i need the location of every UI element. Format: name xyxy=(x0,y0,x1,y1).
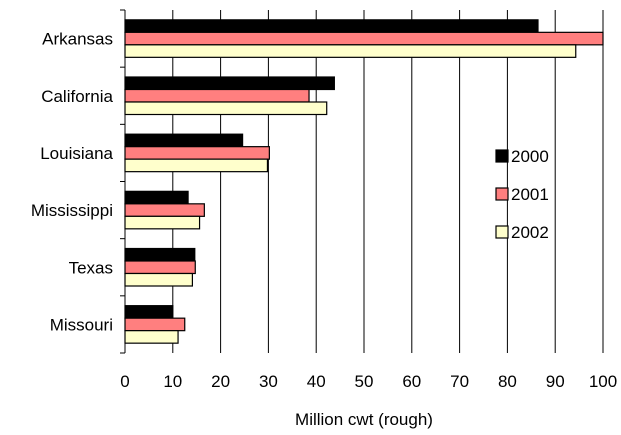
bar xyxy=(124,101,328,116)
legend-swatch xyxy=(495,187,509,201)
bar xyxy=(124,317,186,332)
bar xyxy=(124,203,205,217)
category-label: Louisiana xyxy=(40,144,113,163)
legend-swatch xyxy=(495,149,509,163)
bar xyxy=(124,31,604,46)
legend-label: 2002 xyxy=(511,223,549,242)
x-tick-label: 10 xyxy=(163,372,182,391)
x-tick-label: 70 xyxy=(450,372,469,391)
bar xyxy=(124,158,269,173)
bar xyxy=(124,44,577,58)
category-label: Mississippi xyxy=(31,201,113,220)
x-tick-labels: 0 10 20 30 40 50 60 70 80 90 100 xyxy=(120,372,617,391)
bar xyxy=(124,305,174,319)
x-tick-label: 60 xyxy=(402,372,421,391)
x-tick-label: 50 xyxy=(355,372,374,391)
bar xyxy=(124,133,244,148)
x-tick-label: 20 xyxy=(211,372,230,391)
x-tick-label: 30 xyxy=(259,372,278,391)
bar xyxy=(124,272,193,287)
bar xyxy=(124,247,196,262)
x-axis-title: Million cwt (rough) xyxy=(295,410,433,429)
x-tick-label: 90 xyxy=(546,372,565,391)
legend: 2000 2001 2002 xyxy=(495,147,549,242)
legend-swatch xyxy=(495,225,509,239)
bar xyxy=(124,330,179,344)
bar xyxy=(124,190,189,205)
bars xyxy=(124,19,604,344)
bar xyxy=(124,260,196,275)
x-tick-label: 100 xyxy=(589,372,617,391)
category-labels: Arkansas California Louisiana Mississippi Te… xyxy=(31,30,114,335)
x-tick-label: 40 xyxy=(307,372,326,391)
legend-label: 2001 xyxy=(511,185,549,204)
category-label: Arkansas xyxy=(42,30,113,49)
category-label: Missouri xyxy=(50,315,113,334)
bar xyxy=(124,19,539,33)
bar xyxy=(124,215,201,230)
category-label: Texas xyxy=(69,258,113,277)
x-tick-label: 0 xyxy=(120,372,129,391)
x-tick-label: 80 xyxy=(498,372,517,391)
y-ticks xyxy=(120,9,125,354)
legend-label: 2000 xyxy=(511,147,549,166)
bar xyxy=(124,76,335,91)
category-label: California xyxy=(41,87,113,106)
bar xyxy=(124,146,270,160)
bar xyxy=(124,88,310,103)
gridlines xyxy=(172,10,604,353)
